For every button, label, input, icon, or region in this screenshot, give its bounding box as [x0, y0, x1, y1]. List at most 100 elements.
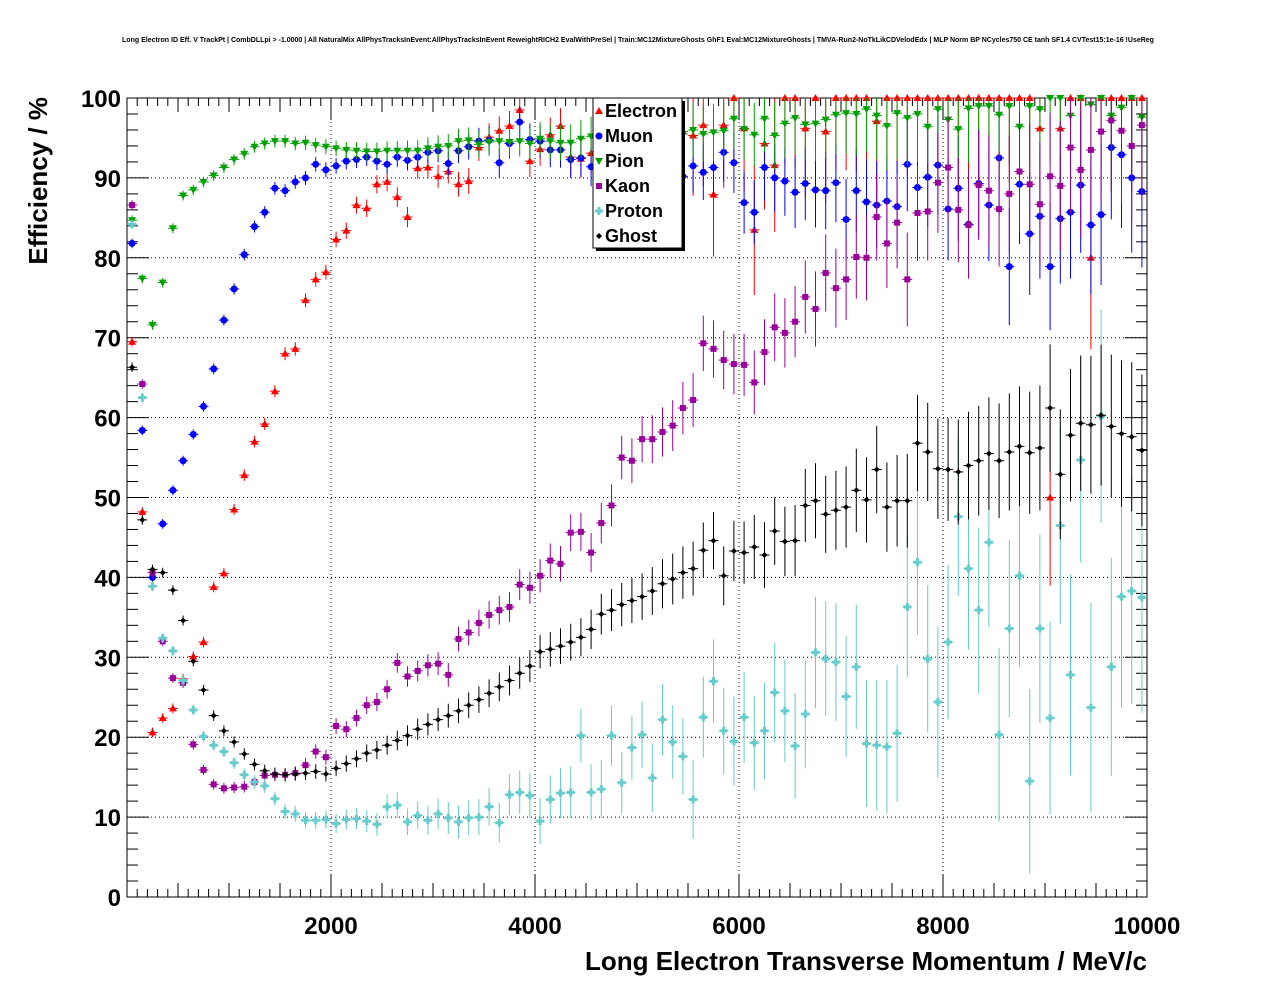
y-tick-label: 0: [108, 885, 121, 912]
data-point: [730, 548, 737, 555]
data-point: [882, 742, 891, 751]
data-point: [435, 716, 442, 723]
data-point: [506, 677, 513, 684]
data-point: [893, 94, 902, 101]
data-point: [955, 206, 962, 213]
data-point: [831, 94, 840, 101]
data-point: [831, 111, 840, 119]
data-point: [1107, 662, 1116, 671]
data-point: [618, 601, 625, 608]
data-point: [138, 275, 147, 283]
data-point: [1098, 412, 1105, 419]
data-point: [649, 587, 656, 594]
legend-marker-muon: [595, 132, 603, 140]
data-point: [913, 558, 922, 567]
data-point: [954, 126, 963, 134]
data-point: [811, 94, 820, 101]
data-point: [158, 714, 167, 722]
y-axis-label: Efficiency / %: [23, 97, 53, 265]
data-point: [945, 466, 952, 473]
data-point: [138, 426, 146, 434]
data-point: [322, 754, 329, 761]
data-point: [536, 817, 545, 826]
data-point: [485, 138, 494, 146]
data-point: [923, 654, 932, 663]
data-point: [750, 738, 759, 747]
data-point: [690, 565, 697, 572]
data-point: [689, 795, 698, 804]
data-point: [292, 770, 299, 777]
data-point: [638, 730, 647, 739]
data-point: [801, 710, 810, 719]
data-point: [699, 168, 707, 176]
data-series: [127, 94, 1147, 874]
data-point: [281, 187, 289, 195]
x-tick-label: 6000: [712, 913, 765, 940]
data-point: [321, 143, 330, 151]
data-point: [445, 671, 452, 678]
data-point: [577, 634, 584, 641]
data-point: [139, 516, 146, 523]
data-point: [577, 154, 585, 162]
data-point: [149, 566, 156, 573]
data-point: [974, 102, 983, 110]
data-point: [465, 629, 472, 636]
data-point: [964, 564, 973, 573]
data-point: [729, 94, 738, 101]
data-point: [495, 159, 503, 167]
data-point: [923, 94, 932, 101]
data-point: [780, 120, 789, 128]
data-point: [822, 511, 829, 518]
axis-ticks: 2000 4000 6000 8000 10000 0 10 20 30 40 50 60 70 80 90…: [81, 86, 1180, 940]
data-point: [393, 801, 402, 810]
data-point: [526, 663, 533, 670]
data-point: [741, 361, 748, 368]
data-point: [301, 296, 310, 304]
data-point: [1036, 201, 1043, 208]
data-point: [822, 187, 830, 195]
data-point: [811, 120, 820, 128]
data-point: [424, 662, 431, 669]
data-point: [435, 660, 442, 667]
data-point: [1108, 117, 1115, 124]
data-point: [291, 178, 299, 186]
data-point: [883, 240, 890, 247]
data-point: [486, 690, 493, 697]
data-point: [792, 318, 799, 325]
data-point: [291, 140, 300, 148]
series-kaon: [127, 98, 1147, 794]
legend-label-muon: Muon: [605, 126, 653, 146]
data-point: [780, 706, 789, 715]
data-point: [413, 811, 422, 820]
data-point: [363, 750, 370, 757]
data-point: [831, 658, 840, 667]
data-point: [353, 156, 360, 164]
data-point: [842, 692, 851, 701]
data-point: [597, 785, 606, 794]
data-point: [882, 94, 891, 101]
legend-label-kaon: Kaon: [605, 176, 650, 196]
data-point: [863, 496, 870, 503]
data-point: [220, 785, 227, 792]
y-tick-label: 80: [94, 246, 121, 273]
data-point: [588, 626, 595, 633]
data-point: [812, 186, 819, 194]
data-point: [260, 140, 269, 148]
data-point: [1046, 714, 1055, 723]
data-point: [210, 781, 217, 788]
data-point: [975, 457, 982, 464]
data-point: [281, 349, 290, 357]
data-point: [373, 699, 380, 706]
data-point: [862, 94, 871, 101]
data-point: [627, 743, 636, 752]
data-point: [740, 713, 749, 722]
data-point: [1006, 190, 1013, 197]
data-point: [945, 164, 952, 171]
data-point: [964, 94, 973, 101]
data-point: [434, 172, 443, 180]
data-point: [1117, 592, 1126, 601]
data-point: [362, 817, 371, 826]
data-point: [301, 139, 310, 147]
data-point: [1138, 447, 1145, 454]
data-point: [1087, 221, 1095, 229]
